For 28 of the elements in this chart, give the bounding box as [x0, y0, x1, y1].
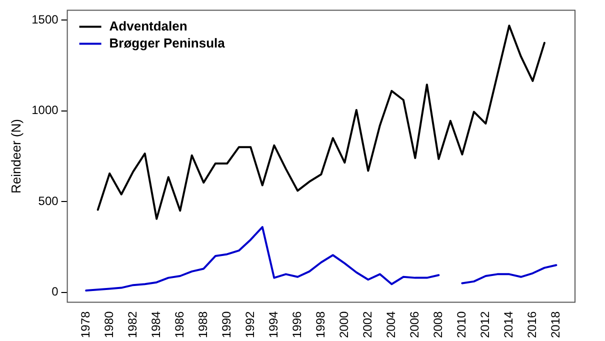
x-tick-label: 2016 — [525, 310, 540, 338]
legend-label: Adventdalen — [109, 18, 188, 34]
x-tick-label: 2000 — [336, 310, 351, 338]
x-tick-label: 1992 — [242, 310, 257, 338]
legend-label: Brøgger Peninsula — [109, 35, 226, 50]
x-tick-label: 2018 — [548, 310, 563, 338]
x-tick-label: 1998 — [313, 310, 328, 338]
x-tick-label: 2008 — [430, 310, 445, 338]
x-tick-label: 2012 — [478, 310, 492, 338]
x-tick-label: 1984 — [148, 310, 163, 338]
y-tick-label: 500 — [38, 194, 59, 208]
x-tick-label: 2002 — [360, 310, 374, 338]
y-tick-label: 1000 — [32, 103, 59, 118]
y-axis-title: Reindeer (N) — [8, 119, 24, 194]
x-tick-label: 1994 — [266, 310, 280, 338]
x-tick-label: 1990 — [219, 310, 234, 338]
x-tick-label: 1986 — [172, 310, 186, 338]
x-tick-label: 1982 — [125, 310, 140, 338]
y-tick-label: 0 — [52, 284, 59, 299]
x-tick-label: 2010 — [454, 310, 468, 338]
x-tick-label: 1980 — [102, 310, 116, 338]
x-tick-label: 2014 — [502, 310, 516, 338]
x-tick-label: 1996 — [290, 310, 304, 338]
x-tick-label: 1978 — [78, 310, 92, 338]
x-tick-label: 1988 — [196, 310, 210, 338]
x-tick-label: 2006 — [407, 310, 422, 338]
y-tick-label: 1500 — [32, 12, 59, 26]
x-tick-label: 2004 — [384, 310, 398, 338]
